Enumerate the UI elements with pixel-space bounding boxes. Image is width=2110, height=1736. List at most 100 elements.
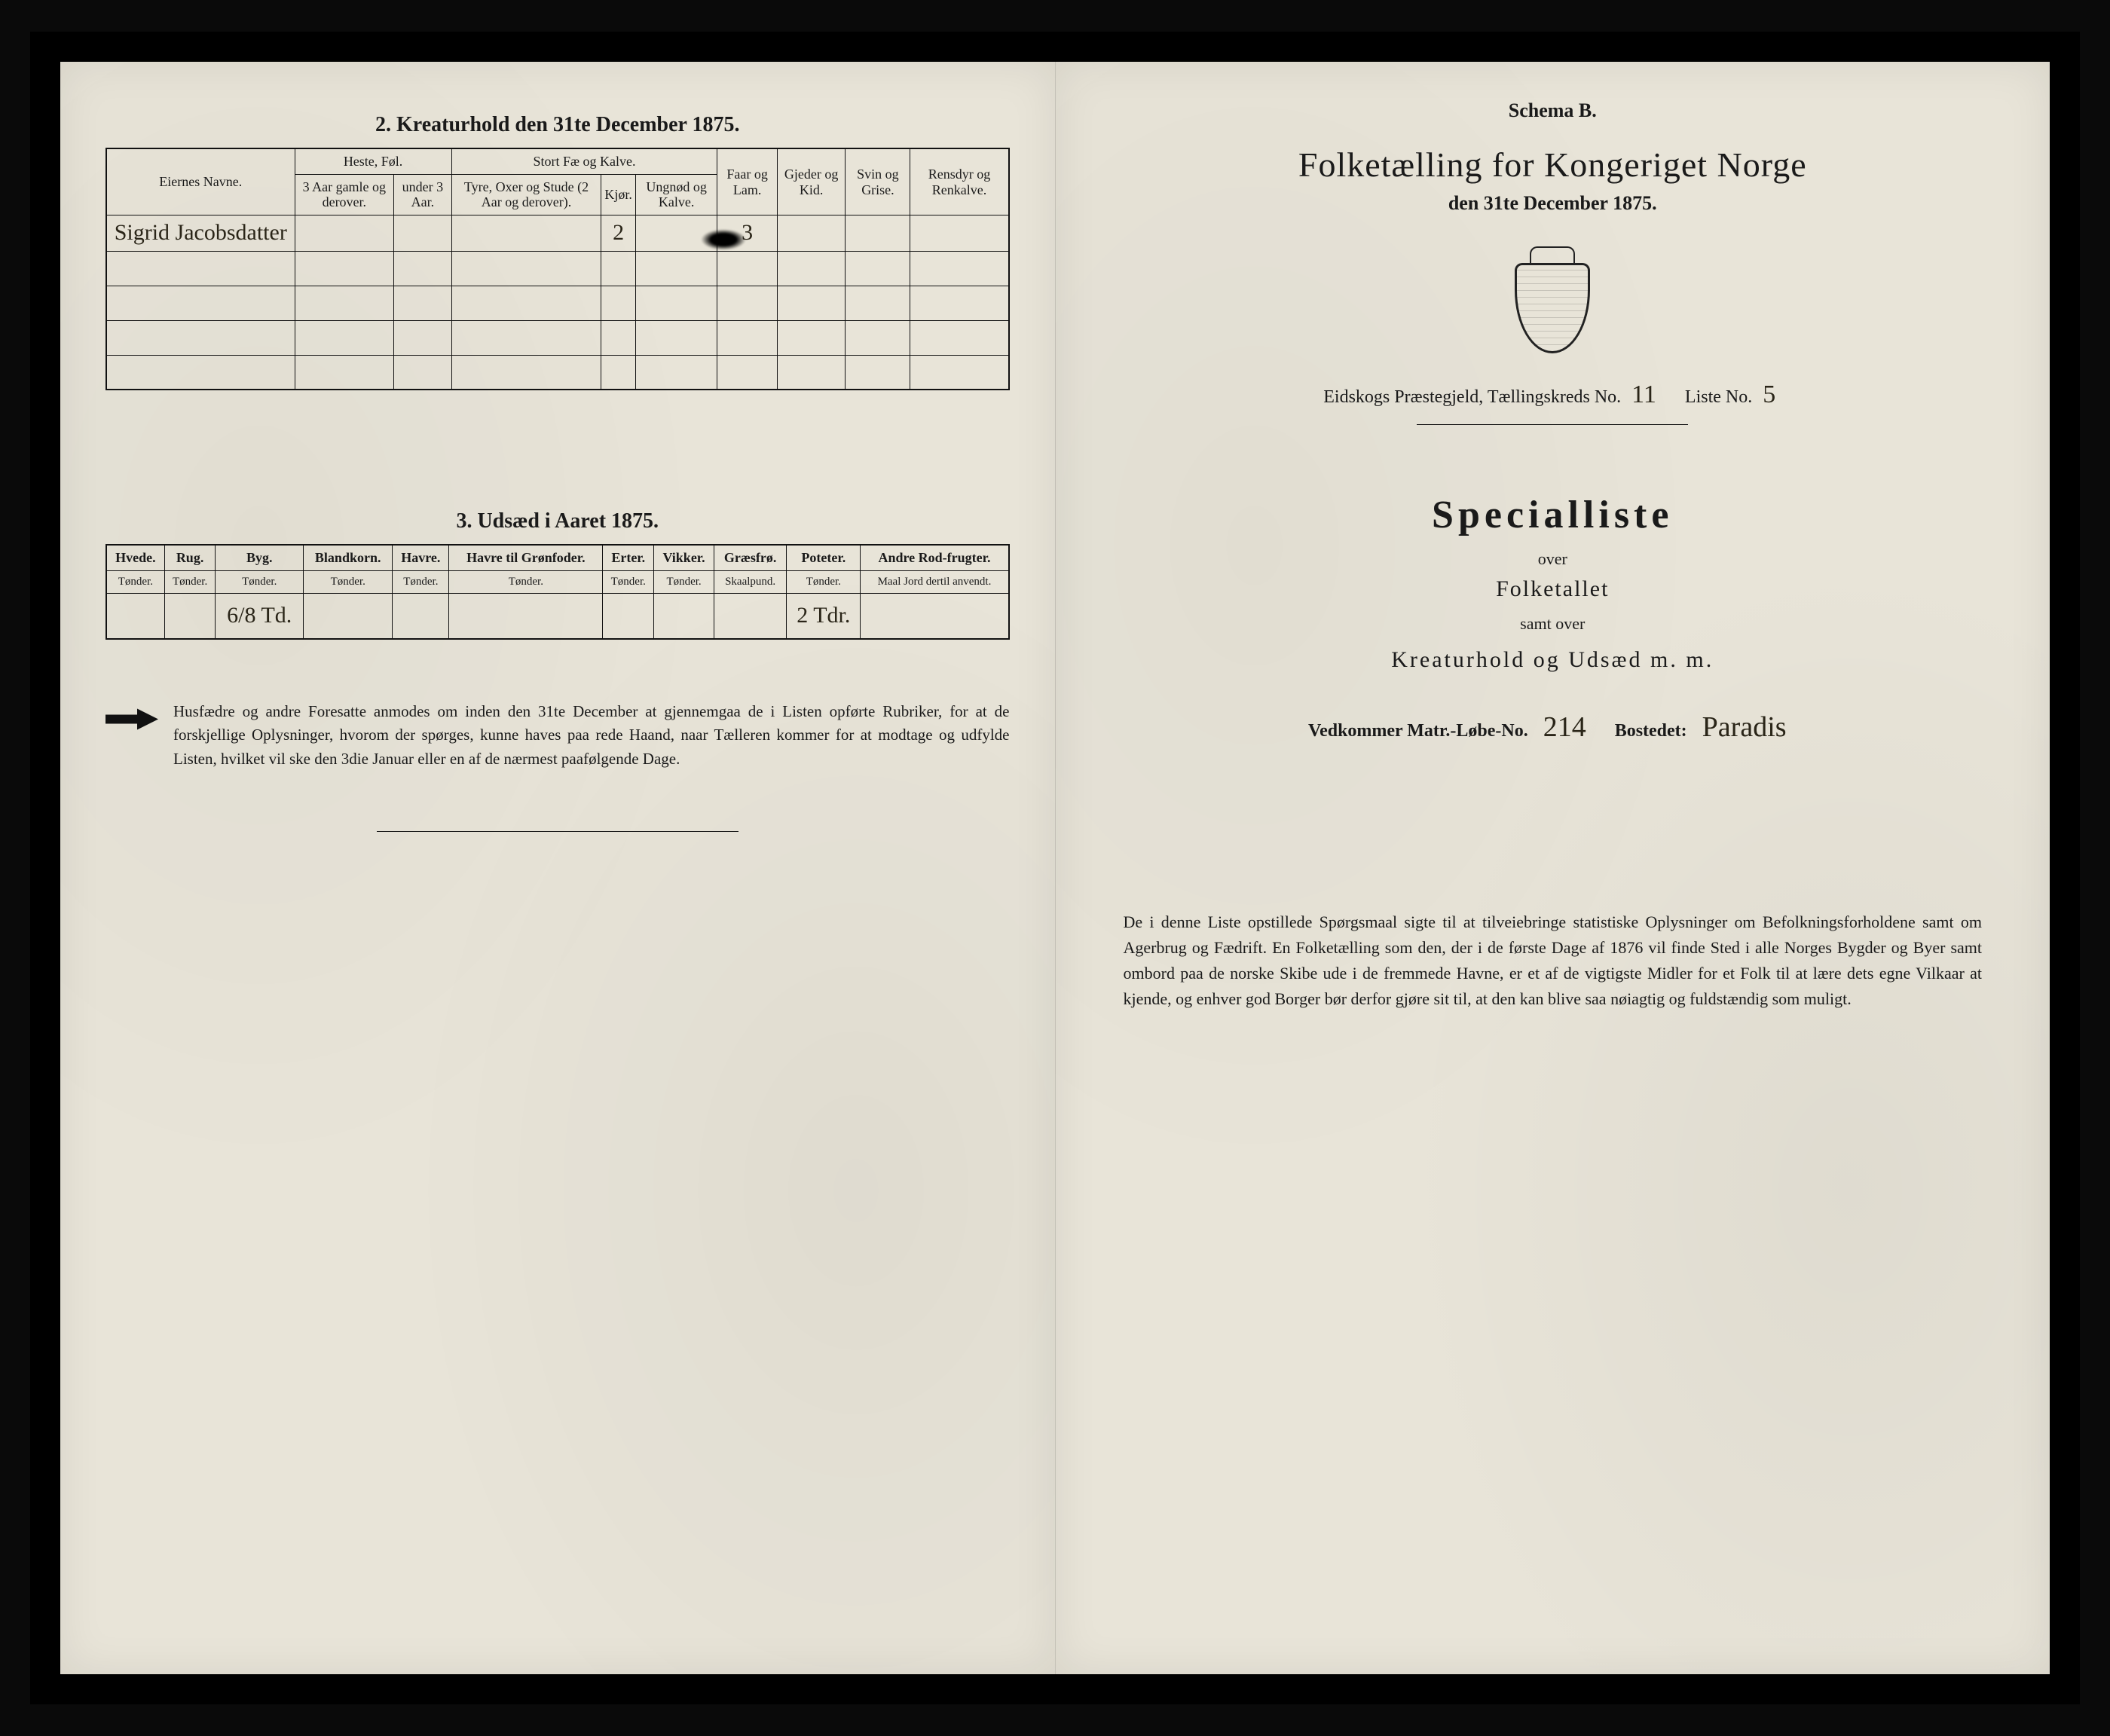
sub-heste-b: under 3 Aar.: [394, 174, 451, 215]
data-cell: [394, 251, 451, 286]
data-cell: [777, 286, 846, 320]
data-cell: [295, 251, 394, 286]
pointing-hand-icon: [106, 704, 158, 735]
owner-header: Eiernes Navne.: [106, 148, 295, 215]
matrikkel-line: Vedkommer Matr.-Løbe-No. 214 Bostedet: P…: [1101, 711, 2005, 744]
owner-cell: [106, 320, 295, 355]
district-number: 11: [1631, 381, 1656, 408]
data-cell: [635, 286, 717, 320]
sub-stort-a: Tyre, Oxer og Stude (2 Aar og derover).: [451, 174, 601, 215]
table-row: [106, 320, 1009, 355]
specialliste-heading: Specialliste: [1101, 493, 2005, 537]
closing-rule: [377, 831, 738, 832]
data-cell: [910, 286, 1009, 320]
matr-number: 214: [1543, 711, 1586, 743]
seed-cell: [106, 594, 164, 639]
data-cell: [451, 251, 601, 286]
seed-header: Rug.: [164, 545, 216, 570]
data-cell: [451, 215, 601, 252]
seed-unit: Tønder.: [449, 570, 603, 593]
data-cell: [717, 320, 777, 355]
explanatory-paragraph: De i denne Liste opstillede Spørgsmaal s…: [1101, 909, 2005, 1012]
divider-rule: [1417, 424, 1688, 425]
seed-unit: Tønder.: [393, 570, 449, 593]
data-cell: [717, 251, 777, 286]
data-cell: [394, 320, 451, 355]
group-svin: Svin og Grise.: [846, 148, 910, 215]
seed-header: Blandkorn.: [304, 545, 393, 570]
livestock-table: Eiernes Navne. Heste, Føl. Stort Fæ og K…: [106, 148, 1010, 390]
owner-cell: [106, 355, 295, 390]
seed-header: Byg.: [216, 545, 304, 570]
table-row: [106, 251, 1009, 286]
sub-stort-b: Kjør.: [601, 174, 636, 215]
seed-unit: Tønder.: [603, 570, 654, 593]
data-cell: [777, 355, 846, 390]
liste-number: 5: [1763, 381, 1775, 408]
data-cell: [910, 355, 1009, 390]
data-cell: 2: [601, 215, 636, 252]
data-cell: [717, 355, 777, 390]
seed-table: Hvede.Rug.Byg.Blandkorn.Havre.Havre til …: [106, 544, 1010, 639]
owner-cell: [106, 286, 295, 320]
seed-unit: Tønder.: [164, 570, 216, 593]
over-word: over: [1101, 549, 2005, 569]
data-cell: [777, 215, 846, 252]
seed-cell: [164, 594, 216, 639]
data-cell: [910, 251, 1009, 286]
seed-cell: [603, 594, 654, 639]
data-cell: [635, 251, 717, 286]
seed-header: Havre.: [393, 545, 449, 570]
data-cell: [295, 320, 394, 355]
right-page: Schema B. Folketælling for Kongeriget No…: [1056, 62, 2050, 1674]
seed-cell: [449, 594, 603, 639]
folketallet-word: Folketallet: [1101, 576, 2005, 602]
data-cell: [777, 251, 846, 286]
group-rensdyr: Rensdyr og Renkalve.: [910, 148, 1009, 215]
seed-header: Hvede.: [106, 545, 164, 570]
data-cell: [846, 355, 910, 390]
liste-label: Liste No.: [1685, 387, 1752, 407]
bostedet-label: Bostedet:: [1615, 721, 1687, 741]
seed-cell: [714, 594, 787, 639]
section3-title: 3. Udsæd i Aaret 1875.: [106, 509, 1010, 533]
seed-header: Erter.: [603, 545, 654, 570]
data-cell: [910, 215, 1009, 252]
section2-title: 2. Kreaturhold den 31te December 1875.: [106, 113, 1010, 137]
data-cell: [717, 286, 777, 320]
seed-cell: [861, 594, 1009, 639]
seed-unit: Tønder.: [654, 570, 714, 593]
seed-cell: 6/8 Td.: [216, 594, 304, 639]
owner-cell: [106, 251, 295, 286]
data-cell: [601, 251, 636, 286]
table-row: Sigrid Jacobsdatter23: [106, 215, 1009, 252]
data-cell: [635, 355, 717, 390]
data-cell: [846, 215, 910, 252]
seed-header: Vikker.: [654, 545, 714, 570]
seed-unit: Tønder.: [304, 570, 393, 593]
data-cell: [295, 215, 394, 252]
seed-header: Poteter.: [787, 545, 861, 570]
data-cell: [394, 286, 451, 320]
seed-unit: Skaalpund.: [714, 570, 787, 593]
seed-cell: [393, 594, 449, 639]
group-stort: Stort Fæ og Kalve.: [451, 148, 717, 174]
district-line: Eidskogs Præstegjeld, Tællingskreds No. …: [1101, 381, 2005, 409]
data-cell: [295, 355, 394, 390]
data-cell: [846, 286, 910, 320]
sub-heste-a: 3 Aar gamle og derover.: [295, 174, 394, 215]
subtitle: den 31te December 1875.: [1101, 192, 2005, 215]
instruction-block: Husfædre og andre Foresatte anmodes om i…: [106, 700, 1010, 772]
seed-cell: [304, 594, 393, 639]
seed-cell: 2 Tdr.: [787, 594, 861, 639]
table-row: [106, 355, 1009, 390]
left-page: 2. Kreaturhold den 31te December 1875. E…: [60, 62, 1056, 1674]
data-cell: [635, 320, 717, 355]
samt-over-word: samt over: [1101, 614, 2005, 634]
scan-frame: 2. Kreaturhold den 31te December 1875. E…: [30, 32, 2080, 1704]
kreatur-line: Kreaturhold og Udsæd m. m.: [1101, 647, 2005, 673]
seed-cell: [654, 594, 714, 639]
data-cell: [910, 320, 1009, 355]
seed-unit: Tønder.: [787, 570, 861, 593]
owner-cell: Sigrid Jacobsdatter: [106, 215, 295, 252]
